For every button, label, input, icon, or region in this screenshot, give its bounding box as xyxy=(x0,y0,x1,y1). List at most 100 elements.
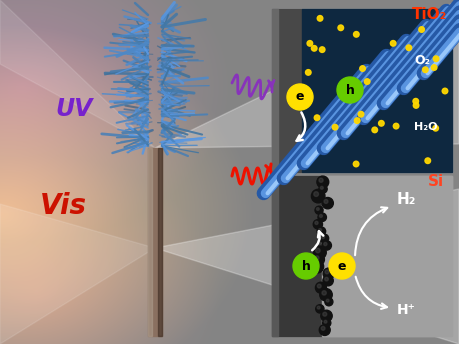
Circle shape xyxy=(321,326,325,330)
Circle shape xyxy=(319,324,330,335)
Circle shape xyxy=(317,284,321,288)
Circle shape xyxy=(321,310,332,322)
Text: e: e xyxy=(296,90,304,104)
Circle shape xyxy=(314,192,319,196)
Circle shape xyxy=(323,319,331,327)
Polygon shape xyxy=(148,148,162,336)
Circle shape xyxy=(338,25,344,31)
Circle shape xyxy=(433,56,439,62)
Circle shape xyxy=(311,189,325,203)
Circle shape xyxy=(306,69,311,75)
Circle shape xyxy=(332,125,338,130)
Circle shape xyxy=(325,270,329,274)
Bar xyxy=(272,176,452,336)
Circle shape xyxy=(287,84,313,110)
Circle shape xyxy=(413,98,419,104)
Circle shape xyxy=(325,298,333,306)
Circle shape xyxy=(313,246,326,259)
Circle shape xyxy=(315,221,318,225)
Circle shape xyxy=(319,47,325,52)
Circle shape xyxy=(313,262,318,267)
Circle shape xyxy=(318,213,326,222)
Circle shape xyxy=(307,41,313,46)
Polygon shape xyxy=(155,189,459,344)
Circle shape xyxy=(316,207,319,211)
Circle shape xyxy=(317,176,329,188)
Circle shape xyxy=(442,88,448,94)
Circle shape xyxy=(329,253,355,279)
Circle shape xyxy=(316,305,324,313)
Circle shape xyxy=(315,282,326,293)
Circle shape xyxy=(324,320,327,323)
Circle shape xyxy=(353,32,359,37)
Circle shape xyxy=(322,197,333,209)
Circle shape xyxy=(313,254,325,265)
Circle shape xyxy=(372,127,378,133)
Circle shape xyxy=(358,111,364,117)
Circle shape xyxy=(322,291,326,295)
Circle shape xyxy=(406,45,412,51)
Circle shape xyxy=(390,41,396,46)
Bar xyxy=(272,9,302,172)
Circle shape xyxy=(320,186,323,189)
Polygon shape xyxy=(155,0,459,148)
Bar xyxy=(272,9,278,172)
Circle shape xyxy=(316,248,320,253)
Circle shape xyxy=(324,200,328,203)
Text: Si: Si xyxy=(428,174,444,189)
Circle shape xyxy=(323,276,333,286)
Circle shape xyxy=(323,268,334,279)
Bar xyxy=(272,9,452,172)
Circle shape xyxy=(311,260,324,273)
Circle shape xyxy=(353,161,359,167)
Circle shape xyxy=(293,253,319,279)
Circle shape xyxy=(324,243,327,246)
Circle shape xyxy=(419,27,425,32)
Polygon shape xyxy=(0,0,155,148)
Circle shape xyxy=(317,227,325,236)
Text: H₂: H₂ xyxy=(397,192,416,207)
Circle shape xyxy=(423,67,428,73)
Text: TiO₂: TiO₂ xyxy=(412,7,447,22)
Circle shape xyxy=(313,220,323,229)
Circle shape xyxy=(431,65,437,71)
Circle shape xyxy=(315,206,323,214)
Circle shape xyxy=(315,256,319,260)
Polygon shape xyxy=(0,204,155,344)
Circle shape xyxy=(364,79,370,84)
Circle shape xyxy=(314,115,320,120)
Circle shape xyxy=(319,228,322,232)
Circle shape xyxy=(393,123,399,129)
Circle shape xyxy=(320,234,329,243)
Bar xyxy=(272,176,278,336)
Text: O₂: O₂ xyxy=(414,54,430,67)
Circle shape xyxy=(320,289,332,301)
Circle shape xyxy=(319,185,327,193)
Text: e: e xyxy=(338,259,346,272)
Text: h: h xyxy=(346,84,354,97)
Circle shape xyxy=(413,103,419,108)
Circle shape xyxy=(360,66,365,71)
Circle shape xyxy=(317,15,323,21)
Circle shape xyxy=(322,241,331,250)
Circle shape xyxy=(311,45,317,51)
Circle shape xyxy=(317,306,320,309)
Circle shape xyxy=(322,236,325,239)
Circle shape xyxy=(325,277,328,281)
Circle shape xyxy=(354,118,360,123)
Circle shape xyxy=(319,215,322,217)
Text: H⁺: H⁺ xyxy=(397,303,416,317)
Text: Vis: Vis xyxy=(40,192,87,220)
Polygon shape xyxy=(148,148,152,336)
Bar xyxy=(302,9,452,172)
Circle shape xyxy=(433,126,438,131)
Text: H₂O: H₂O xyxy=(414,122,437,132)
Circle shape xyxy=(319,178,323,182)
Circle shape xyxy=(425,158,431,163)
Text: h: h xyxy=(302,259,310,272)
Polygon shape xyxy=(158,148,162,336)
Circle shape xyxy=(323,312,327,316)
Circle shape xyxy=(337,77,363,103)
Bar xyxy=(322,176,452,336)
Bar xyxy=(272,176,322,336)
